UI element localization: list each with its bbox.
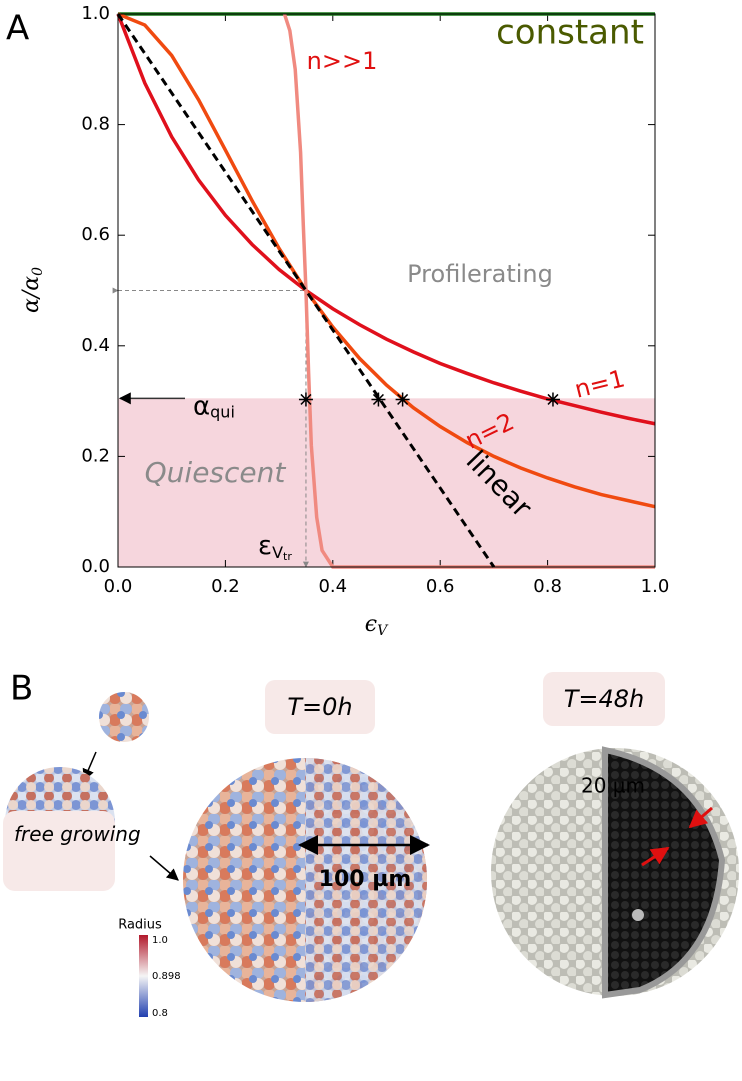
x-tick-label: 0.2: [211, 576, 240, 597]
scale-label: 20 µm: [581, 774, 645, 798]
plot-frame: [117, 13, 656, 568]
threshold-label: αqui: [193, 391, 235, 421]
arrow: [149, 855, 179, 881]
panel-b: B free growing T=0h T=48h 100 µm Radius …: [3, 669, 739, 1019]
series-label: constant: [496, 13, 644, 53]
colorbar-title: Radius: [118, 918, 162, 933]
y-tick-label: 0.8: [81, 114, 110, 135]
colorbar-label: 1.0: [152, 935, 168, 946]
series-line: [116, 13, 656, 426]
panel-a: A 0.0 0.2 0.4 0.6 0.8 1.0 0.0 0.2 0.4 0.6 0.8 1.0 α/α…: [6, 3, 669, 639]
label-sub: V: [272, 543, 283, 562]
label-sub: qui: [210, 402, 235, 421]
label-symbol: ε: [258, 531, 272, 561]
label-symbol: α: [193, 391, 210, 421]
panel-label: A: [6, 9, 29, 49]
colorbar-label: 0.898: [152, 971, 181, 982]
label-sub: V: [377, 623, 389, 639]
label-symbol: ϵ: [365, 612, 377, 637]
y-tick-label: 1.0: [81, 3, 110, 24]
series-label: n>>1: [307, 47, 378, 75]
series-line: [282, 13, 655, 569]
y-tick-label: 0.4: [81, 335, 110, 356]
x-axis-label: ϵV: [365, 612, 389, 639]
star-marker: [371, 392, 386, 407]
series-label: n=1: [572, 364, 628, 403]
y-axis-label: α/α0: [19, 267, 46, 313]
y-tick-label: 0.6: [81, 224, 110, 245]
small-cluster: [99, 692, 149, 742]
free-growing-label: free growing: [14, 822, 141, 846]
cut-section: [305, 758, 427, 1002]
colorbar-label: 0.8: [152, 1008, 168, 1019]
panel-label: B: [10, 669, 33, 709]
star-marker: [395, 392, 410, 407]
free-text: free growing: [14, 822, 141, 846]
star-marker: [298, 392, 313, 407]
series-line: [116, 13, 496, 568]
x-tick-label: 0.6: [426, 576, 455, 597]
label-box: [543, 672, 665, 726]
time-label: T=48h: [564, 685, 645, 713]
scale-label: 100 µm: [319, 867, 412, 892]
cell: [632, 909, 644, 921]
series-line: [117, 12, 656, 509]
label-symbol: α/α: [19, 276, 44, 313]
label-sub: tr: [283, 550, 292, 563]
scale-arrow: [688, 806, 713, 829]
label-box: [265, 680, 375, 734]
y-tick-label: 0.0: [81, 556, 110, 577]
region-label: Profilerating: [407, 260, 553, 288]
x-tick-label: 1.0: [641, 576, 670, 597]
star-marker: [545, 392, 560, 407]
time-label: T=0h: [287, 693, 352, 721]
x-tick-label: 0.4: [318, 576, 347, 597]
transition-label: εVtr: [258, 531, 292, 564]
x-tick-label: 0.8: [533, 576, 562, 597]
label-sub: 0: [30, 267, 46, 276]
scale-arrow: [641, 846, 670, 867]
label-box: [3, 811, 115, 891]
x-tick-label: 0.0: [104, 576, 133, 597]
colorbar: [139, 935, 148, 1017]
region-label: Quiescent: [145, 456, 287, 489]
y-tick-label: 0.2: [81, 445, 110, 466]
